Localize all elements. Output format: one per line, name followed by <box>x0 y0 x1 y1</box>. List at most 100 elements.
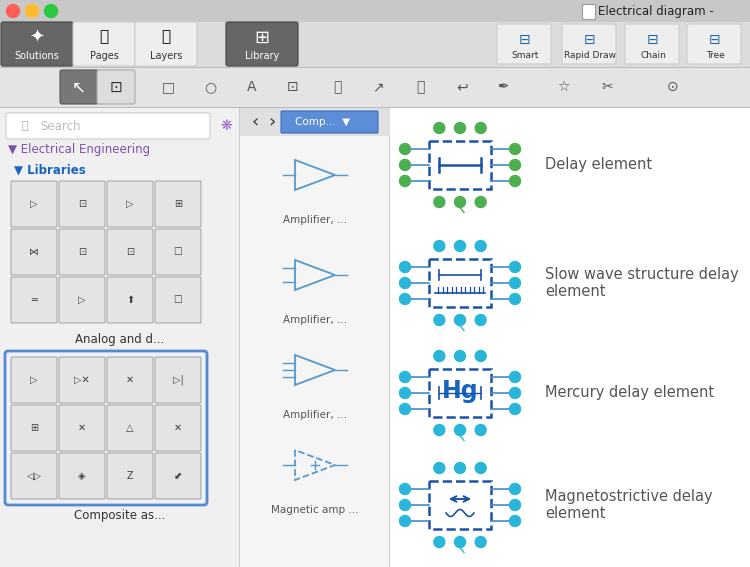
FancyBboxPatch shape <box>107 277 153 323</box>
Text: ✕: ✕ <box>78 423 86 433</box>
FancyBboxPatch shape <box>73 22 135 66</box>
Text: ⊟: ⊟ <box>584 33 596 47</box>
Text: Chain: Chain <box>640 52 666 61</box>
FancyBboxPatch shape <box>155 229 201 275</box>
Circle shape <box>476 425 486 435</box>
Bar <box>0 108 240 567</box>
Circle shape <box>476 315 486 325</box>
Circle shape <box>454 536 466 548</box>
Circle shape <box>400 515 410 527</box>
Bar <box>239 108 240 567</box>
FancyBboxPatch shape <box>107 405 153 451</box>
Circle shape <box>509 371 520 383</box>
Circle shape <box>509 515 520 527</box>
Text: ❋: ❋ <box>220 119 232 133</box>
Text: △: △ <box>126 423 134 433</box>
Circle shape <box>509 159 520 171</box>
Text: ═: ═ <box>31 295 37 305</box>
Text: Z: Z <box>127 471 134 481</box>
FancyBboxPatch shape <box>11 405 57 451</box>
FancyBboxPatch shape <box>281 111 378 133</box>
Text: ✂: ✂ <box>602 80 613 94</box>
Circle shape <box>7 5 20 18</box>
Circle shape <box>433 315 445 325</box>
Text: Library: Library <box>244 51 279 61</box>
FancyBboxPatch shape <box>60 70 98 104</box>
FancyBboxPatch shape <box>5 351 207 505</box>
Circle shape <box>509 143 520 154</box>
Circle shape <box>476 536 486 548</box>
FancyBboxPatch shape <box>155 181 201 227</box>
FancyBboxPatch shape <box>59 229 105 275</box>
Circle shape <box>400 371 410 383</box>
Bar <box>0 0 750 22</box>
Circle shape <box>26 5 38 18</box>
Circle shape <box>400 404 410 414</box>
Text: ☐: ☐ <box>173 295 182 305</box>
Text: Slow wave structure delay
element: Slow wave structure delay element <box>545 267 739 299</box>
Text: ⊙: ⊙ <box>668 80 679 94</box>
Bar <box>429 141 491 189</box>
FancyBboxPatch shape <box>107 453 153 499</box>
Circle shape <box>454 425 466 435</box>
Text: ‹: ‹ <box>251 113 259 131</box>
Circle shape <box>433 463 445 473</box>
Text: ▷✕: ▷✕ <box>74 375 90 385</box>
Circle shape <box>433 122 445 133</box>
Text: Amplifier, ...: Amplifier, ... <box>283 315 347 325</box>
Text: Amplifier, ...: Amplifier, ... <box>283 215 347 225</box>
FancyBboxPatch shape <box>97 70 135 104</box>
Text: ☆: ☆ <box>556 80 569 94</box>
Text: Electrical diagram -: Electrical diagram - <box>598 5 714 18</box>
Text: ▼ Electrical Engineering: ▼ Electrical Engineering <box>8 143 150 156</box>
Text: ⋈: ⋈ <box>29 247 39 257</box>
Text: Analog and d...: Analog and d... <box>75 333 165 346</box>
Text: ◁▷: ◁▷ <box>26 471 41 481</box>
Circle shape <box>454 350 466 362</box>
Text: Magnetic amp ...: Magnetic amp ... <box>272 505 358 515</box>
Circle shape <box>400 261 410 273</box>
Text: ⊡: ⊡ <box>287 80 298 94</box>
FancyBboxPatch shape <box>59 453 105 499</box>
Text: ⊟: ⊟ <box>519 33 531 47</box>
FancyBboxPatch shape <box>59 357 105 403</box>
Circle shape <box>400 484 410 494</box>
FancyBboxPatch shape <box>11 453 57 499</box>
Text: Comp...  ▼: Comp... ▼ <box>296 117 350 127</box>
Text: ⊟: ⊟ <box>647 33 658 47</box>
FancyBboxPatch shape <box>1 22 73 66</box>
Text: Delay element: Delay element <box>545 158 652 172</box>
Circle shape <box>454 315 466 325</box>
FancyBboxPatch shape <box>59 405 105 451</box>
Text: ⊡: ⊡ <box>126 247 134 257</box>
Text: Layers: Layers <box>150 51 182 61</box>
Circle shape <box>454 463 466 473</box>
Text: 💬: 💬 <box>333 80 341 94</box>
FancyBboxPatch shape <box>6 113 210 139</box>
Text: ⊡: ⊡ <box>78 199 86 209</box>
Circle shape <box>476 122 486 133</box>
Text: Solutions: Solutions <box>14 51 59 61</box>
Bar <box>429 369 491 417</box>
Text: ⌒: ⌒ <box>416 80 424 94</box>
Circle shape <box>509 500 520 510</box>
Text: ▷|: ▷| <box>172 375 183 385</box>
Circle shape <box>509 176 520 187</box>
Text: ⬋: ⬋ <box>174 471 182 481</box>
Text: ↖: ↖ <box>72 78 86 96</box>
Circle shape <box>509 294 520 304</box>
FancyBboxPatch shape <box>687 24 741 64</box>
Circle shape <box>509 261 520 273</box>
Circle shape <box>433 536 445 548</box>
Circle shape <box>454 240 466 252</box>
Text: ⊞: ⊞ <box>254 29 269 47</box>
Text: ↗: ↗ <box>372 80 384 94</box>
Bar <box>582 4 595 19</box>
FancyBboxPatch shape <box>155 453 201 499</box>
Text: ◈: ◈ <box>78 471 86 481</box>
Text: □: □ <box>161 80 175 94</box>
FancyBboxPatch shape <box>11 229 57 275</box>
Circle shape <box>433 197 445 208</box>
Circle shape <box>433 350 445 362</box>
Text: Hg: Hg <box>442 379 479 403</box>
